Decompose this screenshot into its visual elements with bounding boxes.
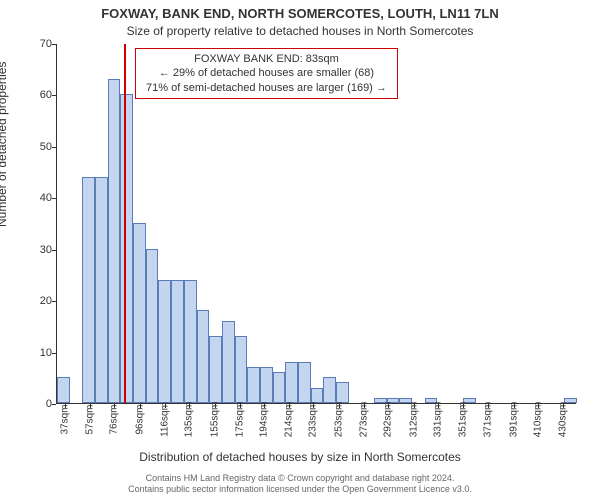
histogram-bar xyxy=(158,280,171,403)
histogram-bar xyxy=(260,367,273,403)
xtick-label: 76sqm xyxy=(109,404,120,434)
marker-line xyxy=(124,44,126,403)
xtick-label: 371sqm xyxy=(483,402,494,438)
ytick-mark xyxy=(52,198,56,199)
info-line-2: ← 29% of detached houses are smaller (68… xyxy=(146,66,387,80)
histogram-bar xyxy=(146,249,159,403)
histogram-bar xyxy=(82,177,95,403)
xtick-label: 233sqm xyxy=(308,402,319,438)
xtick-label: 430sqm xyxy=(558,402,569,438)
footer-line-2: Contains public sector information licen… xyxy=(0,484,600,496)
xtick-label: 292sqm xyxy=(383,402,394,438)
ytick-mark xyxy=(52,44,56,45)
histogram-bar xyxy=(298,362,311,403)
xtick-label: 391sqm xyxy=(508,402,519,438)
ytick-label: 50 xyxy=(40,141,52,153)
histogram-bar xyxy=(336,382,349,403)
chart-title: FOXWAY, BANK END, NORTH SOMERCOTES, LOUT… xyxy=(0,6,600,21)
histogram-bar xyxy=(209,336,222,403)
ytick-mark xyxy=(52,353,56,354)
ytick-label: 40 xyxy=(40,192,52,204)
histogram-bar xyxy=(108,79,121,403)
xtick-label: 194sqm xyxy=(259,402,270,438)
xtick-label: 175sqm xyxy=(234,402,245,438)
histogram-bar xyxy=(222,321,235,403)
histogram-bar xyxy=(57,377,70,403)
histogram-bar xyxy=(171,280,184,403)
xtick-label: 116sqm xyxy=(160,402,171,437)
x-axis-label: Distribution of detached houses by size … xyxy=(0,450,600,464)
histogram-bar xyxy=(273,372,286,403)
ytick-mark xyxy=(52,147,56,148)
xtick-label: 410sqm xyxy=(532,402,543,438)
ytick-label: 60 xyxy=(40,89,52,101)
ytick-mark xyxy=(52,250,56,251)
histogram-bar xyxy=(95,177,108,403)
chart-footer: Contains HM Land Registry data © Crown c… xyxy=(0,473,600,496)
histogram-bar xyxy=(323,377,336,403)
xtick-label: 155sqm xyxy=(209,402,220,438)
ytick-mark xyxy=(52,95,56,96)
xtick-label: 57sqm xyxy=(85,404,96,434)
xtick-label: 96sqm xyxy=(134,404,145,434)
xtick-label: 331sqm xyxy=(432,402,443,438)
xtick-label: 214sqm xyxy=(284,402,295,438)
footer-line-1: Contains HM Land Registry data © Crown c… xyxy=(0,473,600,485)
xtick-label: 253sqm xyxy=(333,402,344,438)
histogram-bar xyxy=(184,280,197,403)
ytick-label: 10 xyxy=(40,347,52,359)
histogram-bar xyxy=(235,336,248,403)
histogram-bar xyxy=(311,388,324,403)
y-axis-label: Number of detached properties xyxy=(0,62,9,227)
xtick-label: 312sqm xyxy=(408,402,419,438)
chart-subtitle: Size of property relative to detached ho… xyxy=(0,24,600,38)
info-line-1: FOXWAY BANK END: 83sqm xyxy=(146,52,387,66)
info-line-3: 71% of semi-detached houses are larger (… xyxy=(146,81,387,95)
ytick-mark xyxy=(52,301,56,302)
histogram-bar xyxy=(120,94,133,403)
xtick-label: 351sqm xyxy=(458,402,469,438)
ytick-label: 70 xyxy=(40,38,52,50)
xtick-label: 273sqm xyxy=(359,402,370,438)
histogram-bar xyxy=(285,362,298,403)
plot-area: FOXWAY BANK END: 83sqm ← 29% of detached… xyxy=(56,44,576,404)
ytick-label: 20 xyxy=(40,295,52,307)
histogram-bar xyxy=(133,223,146,403)
histogram-bar xyxy=(247,367,260,403)
xtick-label: 135sqm xyxy=(184,402,195,438)
info-box: FOXWAY BANK END: 83sqm ← 29% of detached… xyxy=(135,48,398,99)
xtick-label: 37sqm xyxy=(59,404,70,434)
ytick-mark xyxy=(52,404,56,405)
histogram-bar xyxy=(197,310,210,403)
ytick-label: 30 xyxy=(40,244,52,256)
chart-container: FOXWAY, BANK END, NORTH SOMERCOTES, LOUT… xyxy=(0,0,600,500)
